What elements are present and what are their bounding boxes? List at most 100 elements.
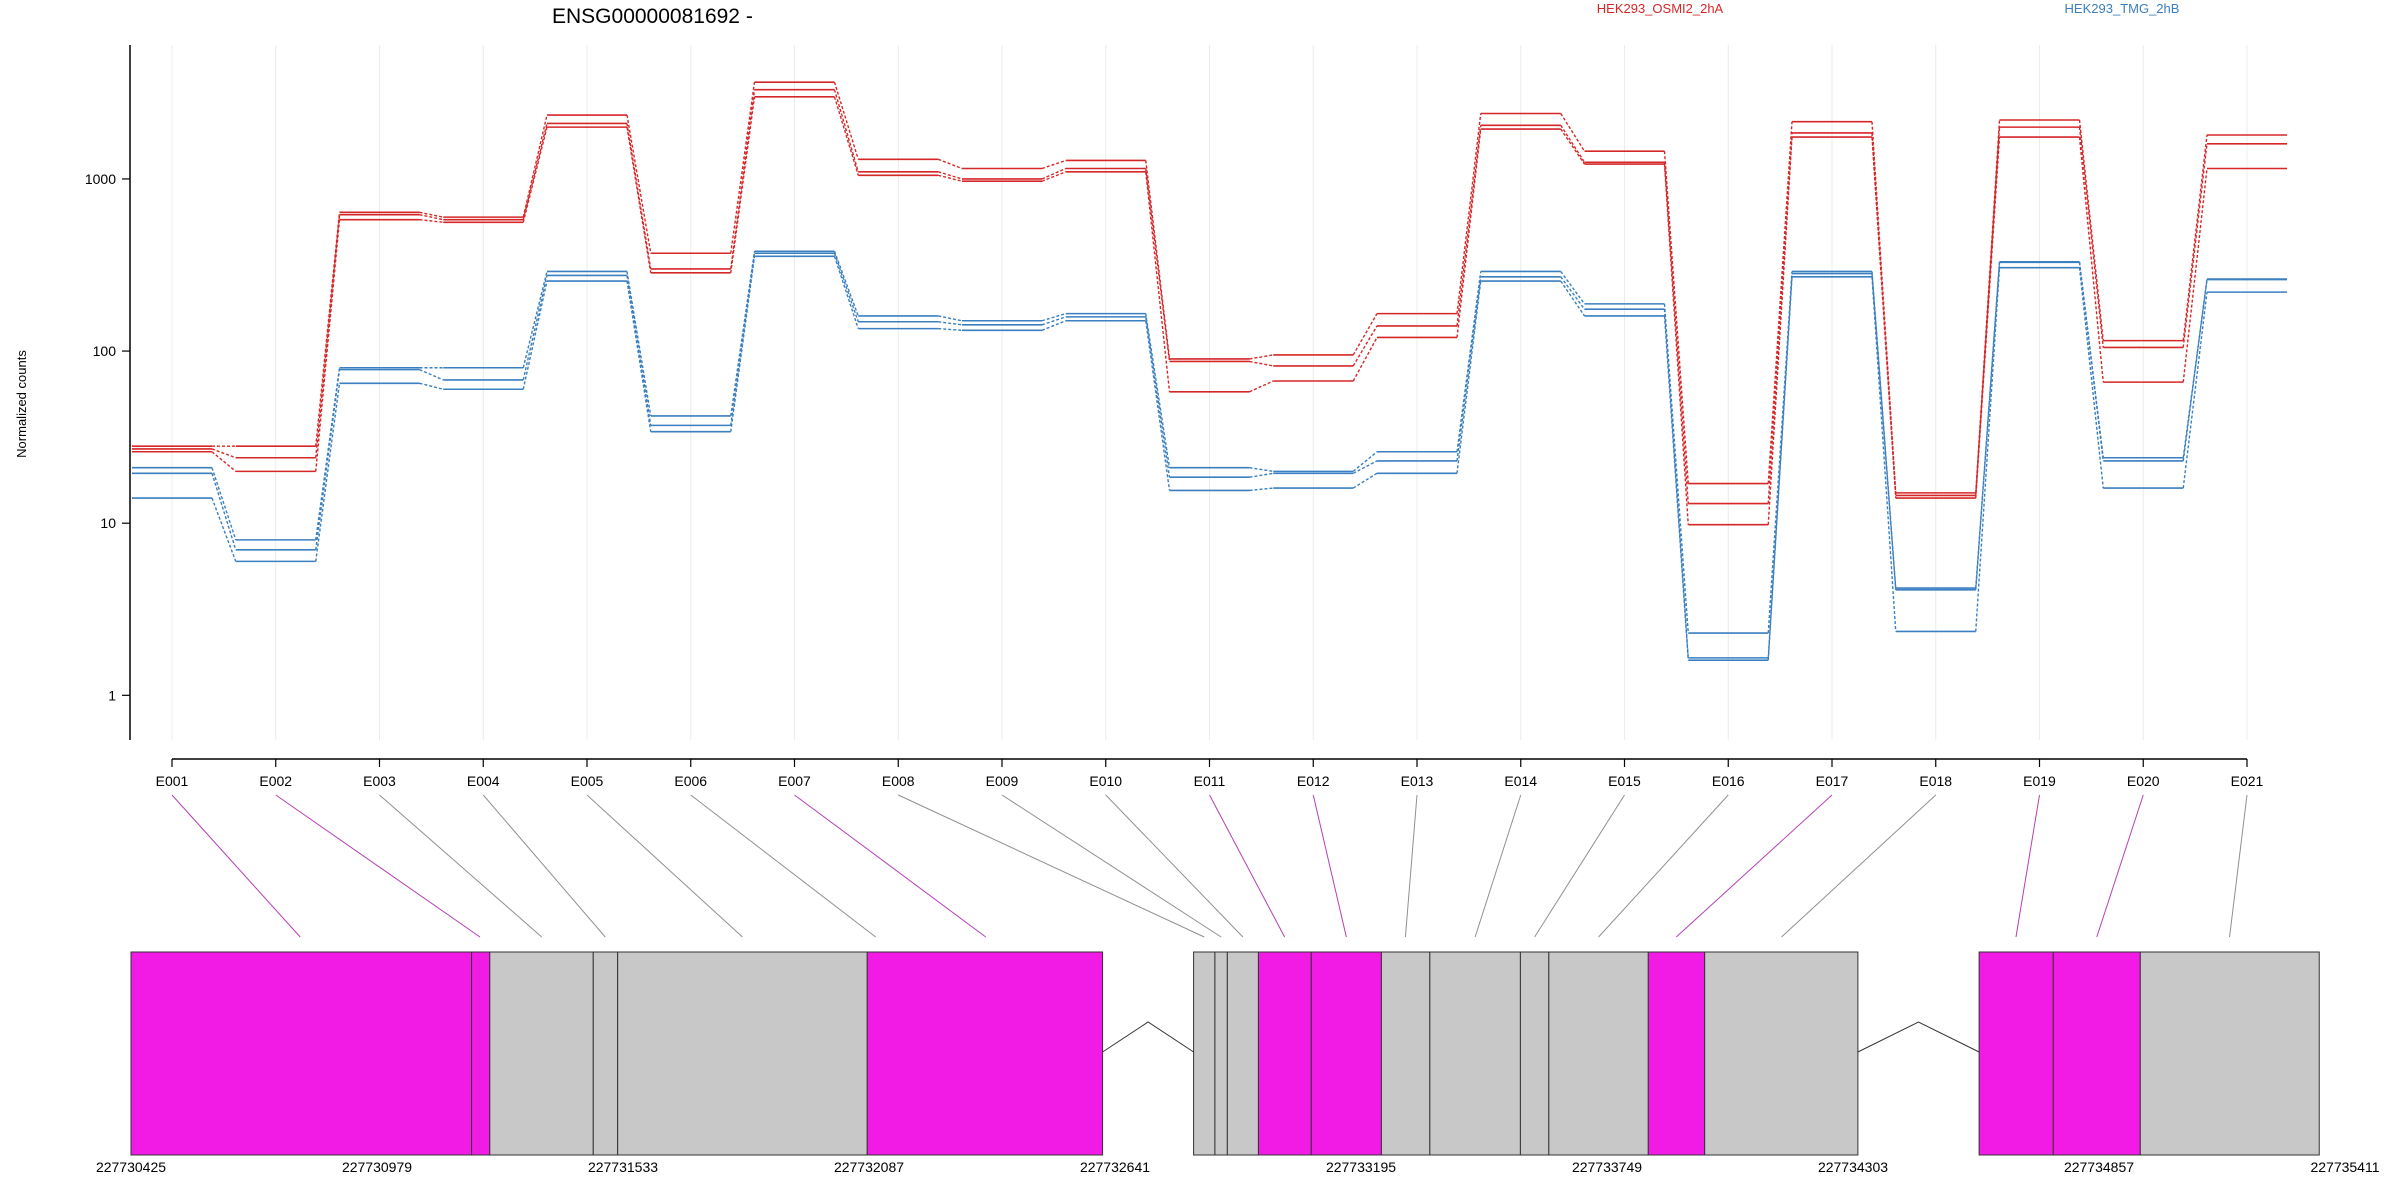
exon-segment [1310,951,1382,1156]
exon-segment [1704,951,1859,1156]
series-HEK293_OSMI2_2hA-replicate-3 [132,96,2287,526]
data-transition [1767,132,1793,504]
data-transition [1871,273,1897,590]
x-tick-label-e020: E020 [2127,773,2160,789]
x-tick-label-e009: E009 [986,773,1019,789]
exon-segment [1193,951,1216,1156]
x-tick-label-e005: E005 [571,773,604,789]
data-transition [1041,171,1067,182]
connector-e015 [1534,794,1625,938]
data-transition [626,127,652,273]
x-tick-label-e014: E014 [1504,773,1537,789]
exon-segment [130,951,473,1156]
data-transition [1871,276,1897,632]
data-transition [2182,292,2208,489]
data-transition [1145,316,1171,478]
y-axis-label: Normalized counts [14,350,29,458]
data-transition [730,253,756,426]
y-ticks: 1 10 100 1000 [85,171,130,703]
connector-e002 [275,794,481,938]
exon-segment [1519,951,1550,1156]
x-tick-label-e016: E016 [1712,773,1745,789]
legend-entry-osmi2: HEK293_OSMI2_2hA [1597,1,1724,16]
connector-e006 [690,794,876,938]
data-transition [315,367,341,540]
coordinate-label: 227730979 [342,1159,412,1175]
data-transition [1145,320,1171,491]
data-transition [1041,167,1067,180]
exon-segment [1548,951,1649,1156]
data-transition [211,473,237,551]
chart-title: ENSG00000081692 - [552,5,753,28]
data-transition [1041,316,1066,326]
connector-e008 [898,794,1205,938]
data-transition [1249,360,1274,367]
data-transition [1560,276,1586,310]
data-transition [1352,460,1378,474]
data-transition [2182,143,2208,348]
y-tick-label: 100 [93,343,117,359]
data-transition [730,89,756,270]
genomic-coordinate-labels: 227730425 227730979 227731533 227732087 2277… [96,1159,2380,1175]
data-transition [1456,125,1482,326]
data-transition [1249,472,1274,478]
exon-segment [1380,951,1431,1156]
data-transition [1560,113,1586,152]
connector-e011 [1209,794,1286,938]
connector-e021 [2229,794,2248,938]
connector-e005 [586,794,743,938]
data-transition [1975,267,2001,632]
data-transition [626,123,652,270]
data-transition [1871,137,1897,499]
data-transition [2078,137,2104,383]
coordinate-label: 227732641 [1080,1159,1150,1175]
data-transition [937,158,963,170]
data-transition [1352,451,1378,472]
exon-segment [1429,951,1521,1156]
x-tick-label-e017: E017 [1816,773,1849,789]
connector-e010 [1105,794,1244,938]
data-transition [315,214,341,458]
data-transition [2078,119,2104,341]
data-transition [938,171,963,180]
data-transition [1663,309,1689,658]
data-transition [1041,320,1067,331]
data-transition [730,256,756,432]
data-transition [1249,487,1274,492]
data-transition [1145,160,1171,360]
exon-segment [2139,951,2320,1156]
data-transition [1249,467,1274,473]
data-transition [833,253,859,322]
x-tick-label-e021: E021 [2231,773,2264,789]
data-transition [938,327,963,332]
data-transition [1041,159,1066,170]
data-transition [1663,315,1689,661]
data-transition [419,213,444,221]
data-transition [522,123,548,220]
coordinate-label: 227733195 [1326,1159,1396,1175]
gene-model [130,951,2320,1156]
data-transition [833,251,859,317]
connector-e013 [1404,794,1418,938]
exon-segment [1226,951,1259,1156]
connector-e018 [1781,794,1937,938]
data-transition [1456,281,1482,474]
coordinate-label: 227734303 [1818,1159,1888,1175]
exon-segment [1257,951,1312,1156]
data-transition [1767,276,1793,661]
data-transition [730,82,756,254]
data-transition [1249,380,1274,393]
data-transition [522,271,548,368]
intron-line [1102,1021,1194,1053]
data-transition [1975,137,2001,499]
exon-segment [592,951,619,1156]
data-transition [419,368,444,381]
data-transition [522,280,548,390]
data-transition [626,280,652,432]
data-transition [2182,168,2208,383]
data-transition [1560,280,1586,317]
x-tick-label-e012: E012 [1297,773,1330,789]
data-transition [730,96,756,273]
y-tick-label: 1 [108,687,116,703]
exon-segment [1647,951,1706,1156]
